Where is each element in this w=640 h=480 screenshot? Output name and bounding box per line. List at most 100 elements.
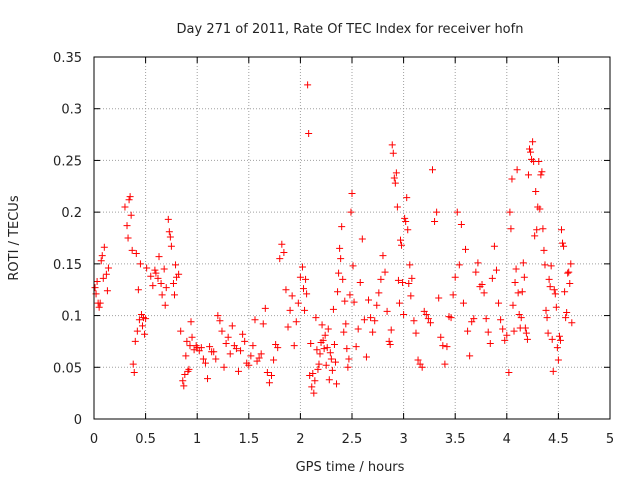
- data-point: [550, 286, 558, 294]
- y-tick-label: 0.1: [61, 310, 82, 325]
- data-point: [537, 171, 545, 179]
- data-point: [410, 317, 418, 325]
- x-tick-label: 3: [399, 432, 407, 447]
- data-point: [99, 274, 107, 282]
- data-point: [239, 330, 247, 338]
- data-point: [531, 232, 539, 240]
- data-point: [330, 341, 338, 349]
- y-axis-ticks: 0 0.05 0.1 0.15 0.2 0.25 0.3 0.35: [53, 51, 610, 428]
- data-point: [557, 226, 565, 234]
- data-point: [350, 298, 358, 306]
- data-point: [510, 327, 518, 335]
- data-point: [181, 371, 189, 379]
- data-point: [186, 342, 194, 350]
- data-point: [522, 329, 530, 337]
- data-point: [439, 342, 447, 350]
- data-point: [367, 314, 375, 322]
- data-point: [126, 193, 134, 201]
- data-point: [167, 242, 175, 250]
- data-point: [96, 299, 104, 307]
- data-point: [241, 337, 249, 345]
- data-point: [559, 239, 567, 247]
- data-point: [155, 253, 163, 261]
- data-point: [175, 270, 183, 278]
- data-point: [389, 149, 397, 157]
- data-point: [333, 380, 341, 388]
- data-point: [263, 368, 271, 376]
- data-point: [554, 356, 562, 364]
- data-point: [545, 275, 553, 283]
- data-point: [324, 325, 332, 333]
- data-point: [358, 235, 366, 243]
- data-point: [326, 349, 334, 357]
- data-point: [161, 301, 169, 309]
- data-point: [562, 314, 570, 322]
- data-point: [204, 375, 212, 383]
- data-point: [428, 166, 436, 174]
- data-point: [507, 225, 515, 233]
- data-point: [328, 366, 336, 374]
- data-point: [247, 352, 255, 360]
- data-point: [403, 194, 411, 202]
- data-point: [179, 377, 187, 385]
- data-point: [206, 343, 214, 351]
- data-point: [527, 148, 535, 156]
- data-point: [457, 221, 465, 229]
- data-point: [296, 273, 304, 281]
- x-axis-label: GPS time / hours: [296, 460, 405, 475]
- data-point: [371, 317, 379, 325]
- data-point: [567, 260, 575, 268]
- data-point: [214, 312, 222, 320]
- data-point: [381, 268, 389, 276]
- data-point: [482, 315, 490, 323]
- data-point: [520, 273, 528, 281]
- data-point: [400, 311, 408, 319]
- data-point: [480, 289, 488, 297]
- data-point: [535, 157, 543, 165]
- data-point: [356, 278, 364, 286]
- x-tick-label: 2.5: [342, 432, 363, 447]
- data-point: [121, 203, 129, 211]
- x-tick-label: 0: [90, 432, 98, 447]
- data-point: [294, 299, 302, 307]
- data-point: [453, 208, 461, 216]
- data-point: [513, 166, 521, 174]
- data-point: [542, 306, 550, 314]
- data-point: [265, 379, 273, 387]
- data-point: [224, 333, 232, 341]
- data-point: [466, 352, 474, 360]
- data-point: [157, 280, 165, 288]
- data-point: [539, 225, 547, 233]
- grid-lines: [94, 57, 610, 419]
- data-point: [274, 344, 282, 352]
- data-point: [499, 325, 507, 333]
- data-point: [270, 356, 278, 364]
- data-point: [348, 190, 356, 198]
- data-point: [336, 244, 344, 252]
- data-point: [237, 347, 245, 355]
- data-point: [314, 365, 322, 373]
- data-point: [166, 233, 174, 241]
- data-point: [325, 376, 333, 384]
- y-tick-label: 0.2: [61, 206, 82, 221]
- data-point: [362, 353, 370, 361]
- data-point: [377, 275, 385, 283]
- data-point: [407, 292, 415, 300]
- data-point: [349, 262, 357, 270]
- data-point: [259, 320, 267, 328]
- data-point: [182, 352, 190, 360]
- data-point: [132, 250, 140, 258]
- data-point: [280, 248, 288, 256]
- data-point: [169, 280, 177, 288]
- data-point: [560, 242, 568, 250]
- data-point: [523, 335, 531, 343]
- data-point: [97, 257, 105, 265]
- data-point: [462, 245, 470, 253]
- x-tick-label: 2: [296, 432, 304, 447]
- chart-title: Day 271 of 2011, Rate Of TEC Index for r…: [177, 22, 524, 37]
- data-point: [547, 262, 555, 270]
- data-point: [323, 344, 331, 352]
- data-point: [342, 320, 350, 328]
- data-point: [226, 350, 234, 358]
- data-point: [340, 328, 348, 336]
